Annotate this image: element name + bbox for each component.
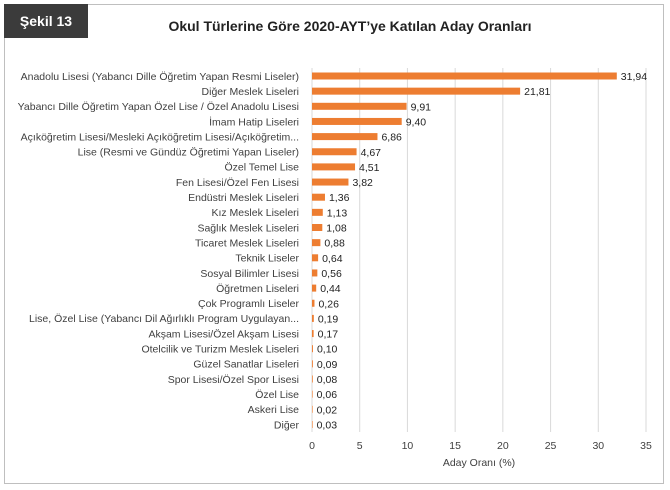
category-label: Ticaret Meslek Liseleri [195,237,299,249]
category-label: Yabancı Dille Öğretim Yapan Özel Lise / … [18,101,299,113]
category-label: Açıköğretim Lisesi/Mesleki Açıköğretim L… [21,131,299,143]
category-label: Endüstri Meslek Liseleri [188,192,299,204]
category-label: Lise (Resmi ve Gündüz Öğretimi Yapan Lis… [78,147,299,159]
x-tick-label: 5 [357,440,363,452]
bar [312,193,325,201]
x-tick-label: 20 [497,440,509,452]
bar [312,360,313,368]
x-tick-label: 15 [449,440,461,452]
data-label: 6,86 [381,132,402,144]
data-label: 4,67 [361,147,382,159]
data-label: 0,19 [318,313,339,325]
category-label: Fen Lisesi/Özel Fen Lisesi [176,177,299,189]
x-tick-label: 30 [592,440,604,452]
data-label: 3,82 [352,177,373,189]
category-label: Diğer Meslek Liseleri [202,86,299,98]
x-axis-title: Aday Oranı (%) [443,457,515,469]
data-label: 0,64 [322,253,343,265]
bar [312,102,407,110]
data-label: 1,13 [327,207,348,219]
bar [312,208,323,216]
category-label: Teknik Liseler [235,253,299,265]
bar [312,330,314,338]
bar [312,420,313,428]
category-label: Anadolu Lisesi (Yabancı Dille Öğretim Ya… [21,71,299,83]
chart-title: Okul Türlerine Göre 2020-AYT’ye Katılan … [168,18,532,34]
category-label: Akşam Lisesi/Özel Akşam Lisesi [148,328,299,340]
data-label: 4,51 [359,162,380,174]
figure-frame [4,4,664,484]
category-label: Lise, Özel Lise (Yabancı Dil Ağırlıklı P… [29,313,299,325]
category-label: Çok Programlı Liseler [198,298,299,310]
bar [312,148,357,156]
bar [312,284,317,292]
data-label: 21,81 [524,86,550,98]
data-label: 1,36 [329,192,350,204]
data-label: 31,94 [621,71,647,83]
bar [312,224,323,231]
category-label: Öğretmen Liseleri [216,283,299,295]
category-label: Askeri Lise [248,404,300,416]
category-label: Sosyal Bilimler Lisesi [200,268,299,280]
data-label: 0,06 [317,389,338,401]
x-tick-label: 25 [545,440,557,452]
data-label: 0,08 [317,374,338,386]
bar [312,375,313,383]
data-label: 9,40 [406,116,427,128]
bar [312,269,318,277]
bar [312,117,402,125]
bar [312,133,378,141]
category-label: Diğer [274,419,300,431]
category-label: Özel Lise [255,389,299,401]
data-label: 0,10 [317,344,338,356]
x-tick-label: 35 [640,440,652,452]
category-label: İmam Hatip Liseleri [209,115,299,128]
x-tick-label: 0 [309,440,315,452]
data-label: 0,88 [324,238,345,250]
category-label: Sağlık Meslek Liseleri [197,222,299,234]
bar [312,405,313,413]
bar [312,239,321,247]
bar [312,314,314,322]
category-label: Özel Temel Lise [224,162,299,174]
figure-label: Şekil 13 [4,4,88,38]
bar [312,87,521,95]
bar [312,72,617,80]
data-label: 0,56 [321,268,342,280]
bar [312,178,349,186]
data-label: 0,17 [318,329,339,341]
category-label: Otelcilik ve Turizm Meslek Liseleri [141,344,299,356]
bar [312,163,356,171]
data-label: 0,02 [317,404,338,416]
data-label: 0,44 [320,283,341,295]
category-label: Kız Meslek Liseleri [211,207,299,219]
data-label: 0,03 [317,419,338,431]
bar [312,299,315,307]
x-tick-label: 10 [402,440,414,452]
bar [312,390,313,398]
data-label: 0,09 [317,359,338,371]
category-label: Spor Lisesi/Özel Spor Lisesi [168,374,299,386]
data-label: 9,91 [411,101,432,113]
category-label: Güzel Sanatlar Liseleri [193,359,299,371]
bar [312,254,319,262]
bar [312,345,313,353]
data-label: 0,26 [318,298,339,310]
data-label: 1,08 [326,223,347,235]
